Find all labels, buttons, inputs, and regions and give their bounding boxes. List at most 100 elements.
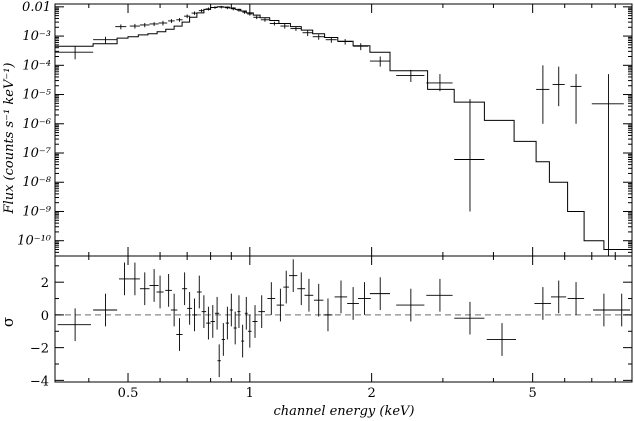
residual-point — [229, 293, 233, 327]
spectrum-data-point — [536, 65, 550, 124]
spectrum-data-point — [337, 39, 353, 45]
x-tick-label: 0.5 — [118, 386, 139, 401]
x-tick-label: 2 — [367, 386, 375, 401]
residual-point — [57, 308, 91, 342]
spectrum-data-point — [552, 66, 565, 107]
spectrum-data-point — [212, 6, 218, 9]
residual-point — [210, 305, 215, 338]
residual-point — [534, 287, 551, 320]
spectrum-data-point — [55, 45, 94, 60]
spectrum-data-point — [129, 23, 140, 29]
residual-point — [170, 293, 178, 327]
top-panel-ticks: 0.01 10⁻³ 10⁻⁴ 10⁻⁵ 10⁻⁶ 10⁻⁷ 10⁻⁸ 10⁻⁹ 10⁻¹⁰ — [17, 0, 632, 257]
top-panel: 0.01 10⁻³ 10⁻⁴ 10⁻⁵ 10⁻⁶ 10⁻⁷ 10⁻⁸ 10⁻⁹ 10⁻¹⁰ — [17, 0, 633, 257]
residual-point — [347, 287, 359, 320]
sigma-axis-label: σ — [0, 317, 17, 327]
residual-point — [225, 306, 229, 340]
spectrum-data-point — [236, 8, 242, 12]
residual-point — [149, 269, 159, 302]
residual-point — [276, 288, 285, 322]
residual-point — [237, 295, 241, 328]
residual-point — [486, 323, 517, 356]
model-curve-layer — [55, 6, 632, 250]
spectrum-data-point — [139, 22, 150, 28]
residual-point — [248, 314, 252, 348]
y-tick-label: 10⁻⁵ — [22, 88, 51, 103]
y-tick-label: 10⁻⁸ — [22, 175, 51, 190]
spectrum-data-point — [260, 18, 269, 22]
y-tick-label: −4 — [30, 374, 49, 389]
residuals-data-layer — [57, 259, 630, 378]
residual-point — [267, 282, 276, 315]
spectrum-data-point — [426, 74, 453, 92]
spectrum-data-point — [454, 99, 485, 212]
spectrum-data-point — [115, 24, 127, 30]
spectrum-data-point — [353, 43, 369, 51]
y-tick-label: 10⁻⁷ — [22, 146, 51, 161]
spectrum-data-point — [280, 23, 290, 29]
spectrum-data-point — [253, 15, 261, 20]
bottom-panel: 0.5 1 2 5 2 0 −2 −4 — [30, 255, 633, 401]
residual-point — [426, 278, 453, 312]
spectrum-data-point — [396, 69, 425, 82]
residual-point — [454, 301, 485, 335]
spectrum-data-point — [176, 18, 183, 22]
spectrum-data-point — [290, 26, 302, 31]
residual-point — [323, 298, 333, 332]
spectrum-data-point — [158, 20, 168, 26]
spectrum-data-point — [168, 19, 175, 23]
x-tick-label: 1 — [246, 386, 254, 401]
residual-point — [187, 292, 193, 325]
residual-point — [244, 296, 248, 330]
residual-point — [93, 293, 118, 327]
residual-point — [252, 305, 258, 338]
y-tick-label: 0.01 — [22, 0, 51, 15]
spectrum-data-point — [149, 22, 159, 27]
residual-point — [297, 272, 306, 306]
spectrum-data-point — [369, 56, 390, 67]
y-tick-label: 10⁻⁹ — [22, 204, 51, 219]
spectrum-data-point — [591, 74, 624, 256]
residual-point — [217, 344, 221, 378]
spectrum-data-point — [230, 7, 236, 11]
spectrum-data-point — [184, 14, 191, 19]
y-tick-label: 2 — [41, 276, 49, 291]
y-tick-label: 0 — [41, 309, 49, 324]
residual-point — [258, 295, 265, 328]
spectrum-data-point — [224, 6, 230, 10]
residual-point — [334, 280, 348, 314]
residual-point — [283, 270, 290, 304]
bottom-panel-ticks: 0.5 1 2 5 2 0 −2 −4 — [30, 256, 632, 401]
residual-point — [357, 282, 371, 315]
bottom-panel-frame — [54, 255, 633, 383]
spectrum-data-point — [269, 21, 279, 26]
spectrum-data-point — [312, 34, 325, 40]
residual-point — [369, 277, 390, 310]
spectrum-data-point — [198, 9, 205, 13]
residual-point — [396, 288, 425, 322]
residual-point — [593, 293, 615, 327]
residual-point — [613, 293, 630, 327]
spectrum-data-point — [191, 11, 198, 15]
spectrum-data-point — [242, 10, 247, 14]
flux-axis-label: Flux (counts s⁻¹ keV⁻¹) — [2, 63, 17, 215]
spectrum-data-point — [93, 36, 118, 44]
residual-point — [201, 295, 207, 328]
residual-point — [192, 298, 197, 332]
y-tick-label: 10⁻⁶ — [22, 117, 51, 132]
spectrum-data-point — [302, 30, 313, 37]
residual-point — [313, 283, 324, 317]
residual-point — [221, 323, 225, 356]
residual-point — [214, 296, 220, 330]
y-tick-label: −2 — [30, 342, 49, 357]
residual-point — [176, 318, 183, 351]
spectrum-data-point — [247, 12, 253, 16]
spectrum-data-point — [325, 37, 337, 43]
spectrum-data-point — [218, 5, 224, 9]
spectrum-data-layer — [55, 5, 624, 256]
model-step-curve — [55, 6, 632, 250]
y-tick-label: 10⁻³ — [22, 29, 51, 44]
residual-point — [304, 278, 314, 312]
residual-point — [139, 272, 150, 306]
